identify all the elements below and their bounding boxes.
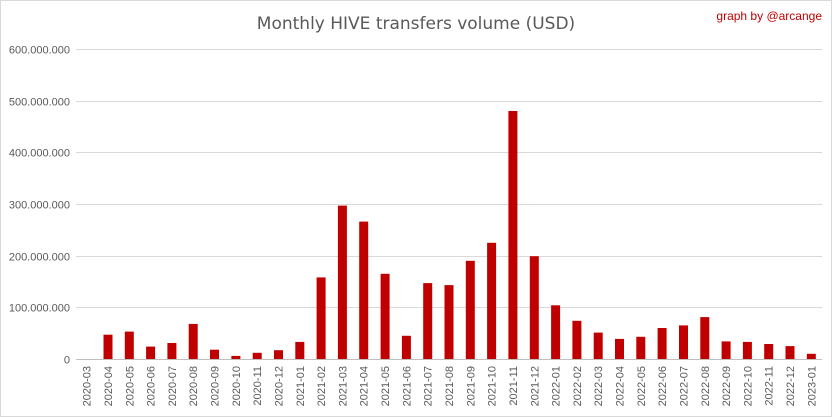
bar-2020-07	[167, 343, 177, 359]
bar-2020-04	[103, 334, 113, 359]
bar-2022-07	[679, 325, 688, 359]
x-tick-label: 2022-12	[785, 366, 797, 406]
bar-2022-09	[721, 341, 731, 359]
bar-2022-06	[657, 328, 667, 359]
x-tick-label: 2022-09	[721, 366, 733, 406]
x-axis-tick-labels: 2020-03 2020-04 2020-05 2020-06 2020-07 2020-…	[82, 366, 819, 406]
bar-2022-04	[615, 338, 624, 359]
bar-2022-03	[593, 332, 603, 359]
bar-2022-01	[551, 305, 561, 359]
bar-2021-12	[529, 256, 539, 359]
bar-2022-11	[764, 344, 774, 359]
x-tick-label: 2022-01	[551, 366, 563, 406]
graph-credit-annotation: graph by @arcange	[716, 9, 822, 23]
bar-2021-02	[316, 277, 326, 359]
bar-2021-11	[508, 111, 518, 359]
x-tick-label: 2020-04	[103, 366, 115, 406]
y-axis-tick-labels: 0 100.000.000 200.000.000 300.000.000 400.00…	[9, 45, 70, 367]
bar-2020-10	[231, 355, 241, 359]
x-tick-label: 2022-06	[657, 366, 669, 406]
x-tick-label: 2022-02	[572, 366, 584, 406]
x-tick-label: 2021-02	[316, 366, 328, 406]
x-tick-label: 2021-12	[529, 366, 541, 406]
bar-2022-10	[742, 341, 752, 359]
bar-2020-09	[210, 349, 219, 359]
x-tick-label: 2022-07	[679, 366, 691, 406]
bar-2020-12	[274, 350, 283, 359]
bar-2022-02	[572, 320, 582, 359]
y-tick-label: 500.000.000	[9, 97, 70, 109]
x-tick-label: 2022-10	[742, 366, 754, 406]
y-tick-label: 0	[64, 355, 70, 367]
bar-2021-09	[465, 260, 475, 359]
bar-2023-01	[806, 353, 816, 359]
x-tick-label: 2022-03	[593, 366, 605, 406]
bar-2022-08	[700, 317, 710, 359]
y-tick-label: 400.000.000	[9, 148, 70, 160]
bar-2021-01	[295, 341, 305, 359]
x-tick-label: 2020-12	[274, 366, 286, 406]
bar-2020-05	[124, 331, 134, 359]
bar-2022-05	[636, 336, 646, 359]
x-tick-label: 2021-08	[444, 366, 456, 406]
x-tick-label: 2022-04	[615, 366, 627, 406]
x-tick-label: 2021-10	[487, 366, 499, 406]
x-tick-label: 2021-11	[508, 366, 520, 406]
bar-2021-03	[337, 205, 347, 359]
x-tick-label: 2020-05	[124, 366, 136, 406]
y-tick-label: 300.000.000	[9, 200, 70, 212]
x-tick-label: 2020-06	[146, 366, 158, 406]
x-tick-label: 2022-11	[764, 366, 776, 406]
bar-2021-05	[380, 273, 390, 360]
x-tick-label: 2021-07	[423, 366, 435, 406]
y-tick-label: 100.000.000	[9, 303, 70, 315]
bar-2021-08	[444, 285, 454, 359]
x-tick-label: 2020-08	[188, 366, 200, 406]
x-tick-label: 2022-08	[700, 366, 712, 406]
bar-2020-11	[252, 352, 262, 359]
x-tick-label: 2021-09	[465, 366, 477, 406]
y-tick-label: 600.000.000	[9, 45, 70, 57]
x-tick-label: 2020-07	[167, 366, 179, 406]
bar-2021-07	[423, 283, 433, 359]
x-tick-label: 2023-01	[806, 366, 818, 406]
y-tick-label: 200.000.000	[9, 252, 70, 264]
bar-2021-04	[359, 221, 369, 359]
x-tick-label: 2020-11	[252, 366, 264, 406]
x-tick-label: 2021-06	[401, 366, 413, 406]
chart-title: Monthly HIVE transfers volume (USD)	[257, 14, 575, 34]
bar-2020-08	[188, 323, 198, 359]
x-tick-label: 2020-09	[210, 366, 222, 406]
x-tick-label: 2021-04	[359, 366, 371, 406]
x-tick-label: 2021-03	[337, 366, 349, 406]
bar-2021-06	[401, 335, 411, 360]
x-tick-label: 2020-03	[82, 366, 94, 406]
gridlines	[76, 49, 822, 308]
x-tick-label: 2020-10	[231, 366, 243, 406]
bar-2021-10	[487, 242, 497, 360]
x-tick-label: 2022-05	[636, 366, 648, 406]
bar-2022-12	[785, 346, 795, 359]
x-tick-label: 2021-01	[295, 366, 307, 406]
x-tick-label: 2021-05	[380, 366, 392, 406]
bar-2020-06	[146, 346, 156, 359]
bars	[103, 111, 816, 360]
